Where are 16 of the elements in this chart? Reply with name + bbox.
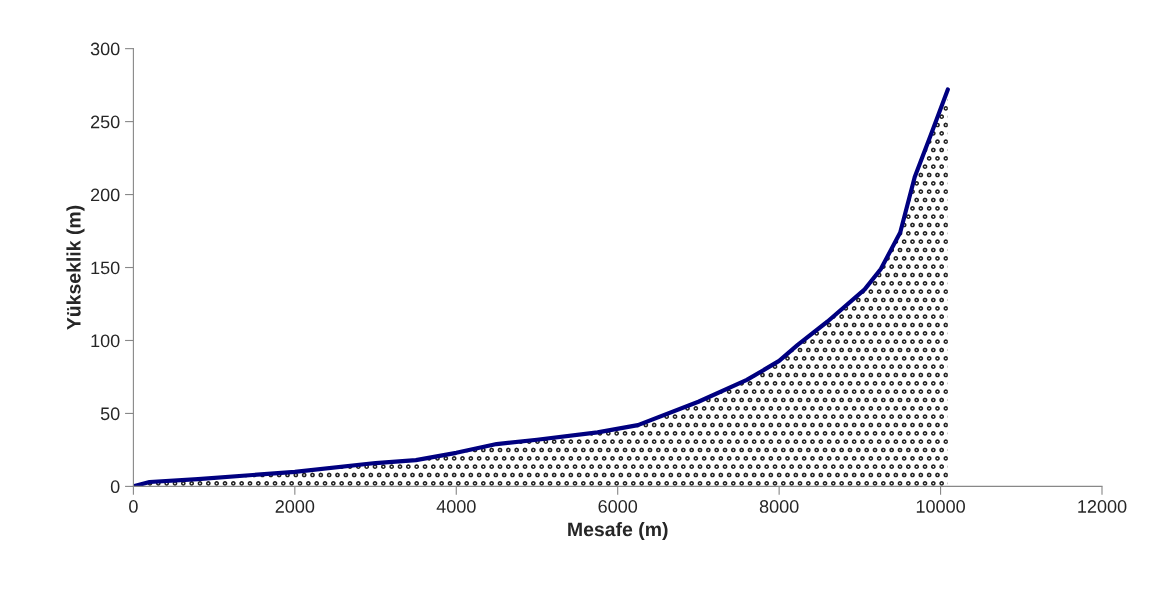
y-axis-title: Yükseklik (m) <box>66 205 85 330</box>
x-axis-title: Mesafe (m) <box>568 521 668 541</box>
y-tick-label: 300 <box>90 42 120 56</box>
x-tick-label: 8000 <box>759 500 799 513</box>
x-tick-label: 0 <box>129 500 138 513</box>
y-tick-label: 50 <box>100 407 120 421</box>
y-tick-label: 200 <box>90 188 120 202</box>
x-tick-label: 12000 <box>1078 500 1127 513</box>
x-tick-label: 2000 <box>275 500 315 513</box>
y-tick-label: 0 <box>110 480 120 494</box>
y-tick-label: 100 <box>91 334 120 348</box>
y-tick-label: 150 <box>91 261 120 275</box>
x-tick-label: 6000 <box>598 500 638 513</box>
y-tick-label: 250 <box>90 115 120 129</box>
x-tick-label: 4000 <box>436 500 476 513</box>
x-tick-label: 10000 <box>916 500 965 513</box>
